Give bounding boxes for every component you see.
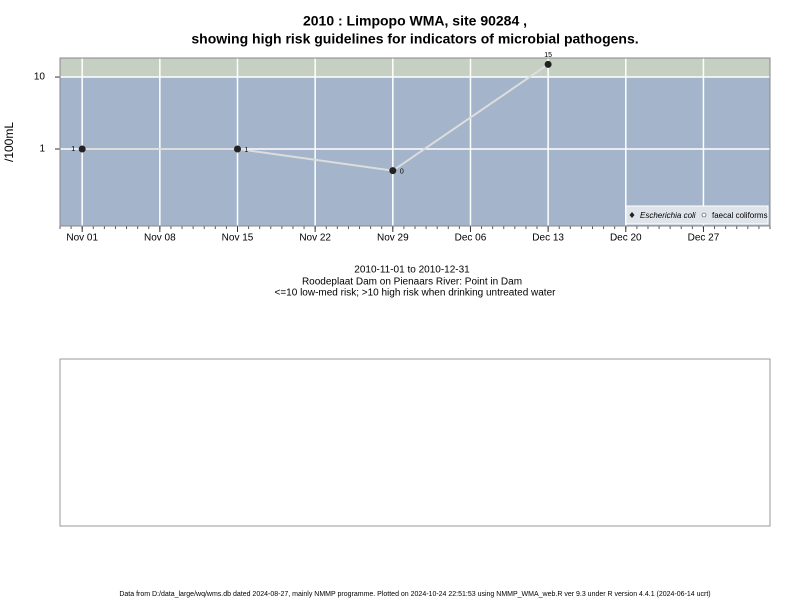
empty-panel <box>59 358 771 527</box>
data-point <box>544 60 552 68</box>
footer: Data from D:/data_large/wq/wms.db dated … <box>119 591 710 598</box>
x-tick-label: Nov 01 <box>66 233 98 244</box>
chart-title: 2010 : Limpopo WMA, site 90284 , <box>303 13 527 29</box>
data-label: 0 <box>400 168 404 175</box>
data-point <box>234 145 241 153</box>
note: 2010-11-01 to 2010-12-31 <box>354 265 470 276</box>
plot-frame <box>59 57 771 227</box>
legend-box <box>625 205 769 225</box>
x-tick-label: Nov 22 <box>299 233 331 244</box>
legend-marker <box>701 212 707 218</box>
legend-marker <box>629 212 635 218</box>
data-point <box>78 145 86 153</box>
x-tick-label: Nov 15 <box>222 233 254 244</box>
plot-background <box>60 58 770 226</box>
x-tick-label: Dec 13 <box>532 233 564 244</box>
note: <=10 low-med risk; >10 high risk when dr… <box>275 288 557 299</box>
y-tick-label: 1 <box>39 144 45 155</box>
note: Roodeplaat Dam on Pienaars River: Point … <box>302 277 522 288</box>
y-axis-label: /100mL <box>2 122 16 162</box>
legend-label: faecal coliforms <box>712 211 768 220</box>
chart-subtitle: showing high risk guidelines for indicat… <box>191 31 638 47</box>
data-label: 1 <box>71 146 75 153</box>
high-risk-band <box>60 58 770 78</box>
x-tick-label: Dec 20 <box>610 233 642 244</box>
series-line <box>82 63 549 172</box>
x-tick-label: Dec 27 <box>688 233 720 244</box>
legend-label: Escherichia coli <box>640 211 696 220</box>
x-tick-label: Dec 06 <box>455 233 487 244</box>
data-label: 15 <box>544 52 552 59</box>
data-label: 1 <box>245 147 249 154</box>
x-tick-label: Nov 08 <box>144 233 176 244</box>
x-tick-label: Nov 29 <box>377 233 409 244</box>
data-point <box>389 167 397 175</box>
y-tick-label: 10 <box>34 72 46 83</box>
